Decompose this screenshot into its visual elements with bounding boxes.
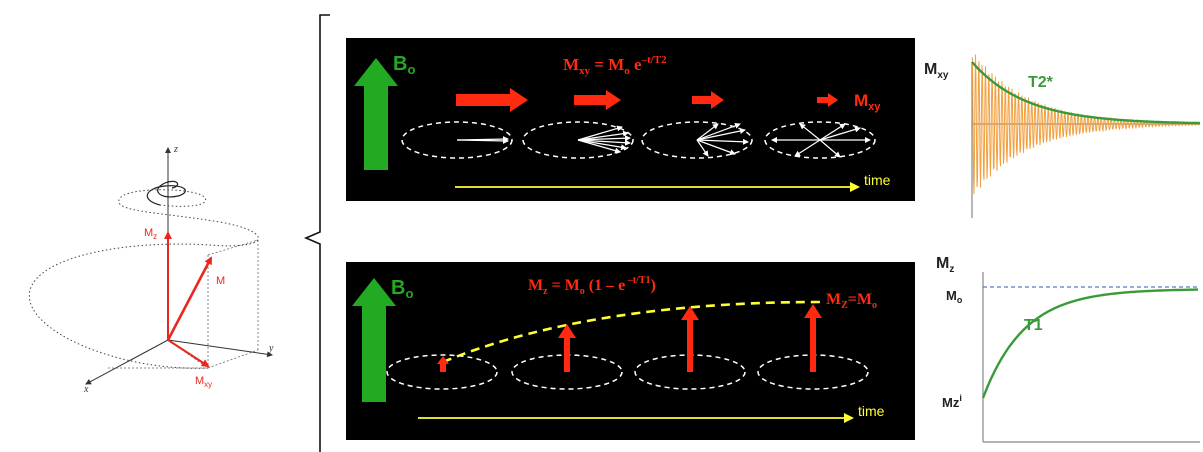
precession-path-dotted [28,189,259,369]
mz-label: Mz [144,227,157,241]
mxy-arrow-2 [574,90,621,110]
top-ellipse-1 [401,121,513,159]
spin-4c [799,123,821,141]
m-vector [166,256,213,341]
y-axis-label: y [268,343,274,354]
time-label-top: time [864,172,891,188]
mxy-arrow-1 [456,88,528,112]
bottom-ellipse-1 [386,354,498,390]
spin-4g [819,126,861,141]
t2-equation: Mxy = Mo e–t/T2 [563,54,667,77]
top-ellipse-3 [641,121,753,159]
spin-2a [577,130,629,141]
t2-curve-label: T2* [1028,74,1054,91]
mxy-arrow-3 [692,91,724,109]
precession-path-solid [146,180,186,206]
mz-arrow-1 [437,356,449,372]
t2-envelope [971,61,1200,125]
b0-label-bottom: Bo [391,277,413,301]
spin-2c [577,139,631,146]
t1-recovery-panel: Bo Mz = Mo (1 – e –t/T1) MZ=Mo time [346,262,915,440]
spin-2d [577,139,627,151]
spin-3e [696,139,709,157]
t1-curve-label: T1 [1024,317,1043,334]
t1-recovery-chart: Mz Mo T1 Mzi [936,255,1200,443]
mo-label: Mo [946,288,963,305]
t1-ylabel: Mz [936,255,954,275]
fid-signal [971,54,1201,195]
t1-curve [981,288,1198,399]
t1-equation: Mz = Mo (1 – e –t/T1) [528,275,656,297]
recovery-curve [442,300,821,364]
spin-4f [819,139,841,158]
spin-3b [696,138,749,145]
spin-2f [577,125,623,141]
mz-arrow-2 [558,324,576,372]
mxy-label: Mxy [195,375,212,389]
top-ellipse-4 [764,121,876,159]
mxy-arrow-4 [817,93,838,107]
z-axis-label: z [173,144,178,155]
spin-2e [577,139,621,154]
spin-3c [696,139,736,156]
final-state-label: MZ=Mo [826,291,877,311]
b0-arrow-bottom [352,278,396,402]
m-label: M [216,275,225,287]
t1-panel-background [346,262,915,440]
grouping-bracket [303,14,330,452]
spin-4b [819,123,846,141]
t2-panel-background [346,38,915,201]
precession-diagram: z y x Mz M Mxy [28,144,274,395]
spin-2b [577,135,631,142]
spin-4e [794,139,821,157]
mz-arrow-3 [681,306,699,372]
spin-3a [696,128,746,141]
t2-decay-chart: Mxy T2* [924,54,1201,218]
b0-label-top: Bo [393,53,415,77]
y-axis [167,339,273,358]
time-label-bottom: time [858,403,885,419]
spin-1b [456,137,509,144]
mzi-label: Mzi [942,393,962,410]
t2-dephasing-panel: Bo Mxy = Mo e–t/T2 Mxy [346,38,915,201]
b0-arrow-top [354,58,398,170]
spin-3d [696,123,719,141]
mxy-vector [167,339,210,368]
top-ellipse-2 [522,121,634,159]
x-axis-label: x [83,384,89,395]
mz-arrow-4 [804,304,822,372]
spin-3f [696,122,741,141]
mxy-arrow-label: Mxy [854,91,881,113]
t2-ylabel: Mxy [924,61,949,81]
x-axis [85,339,169,385]
